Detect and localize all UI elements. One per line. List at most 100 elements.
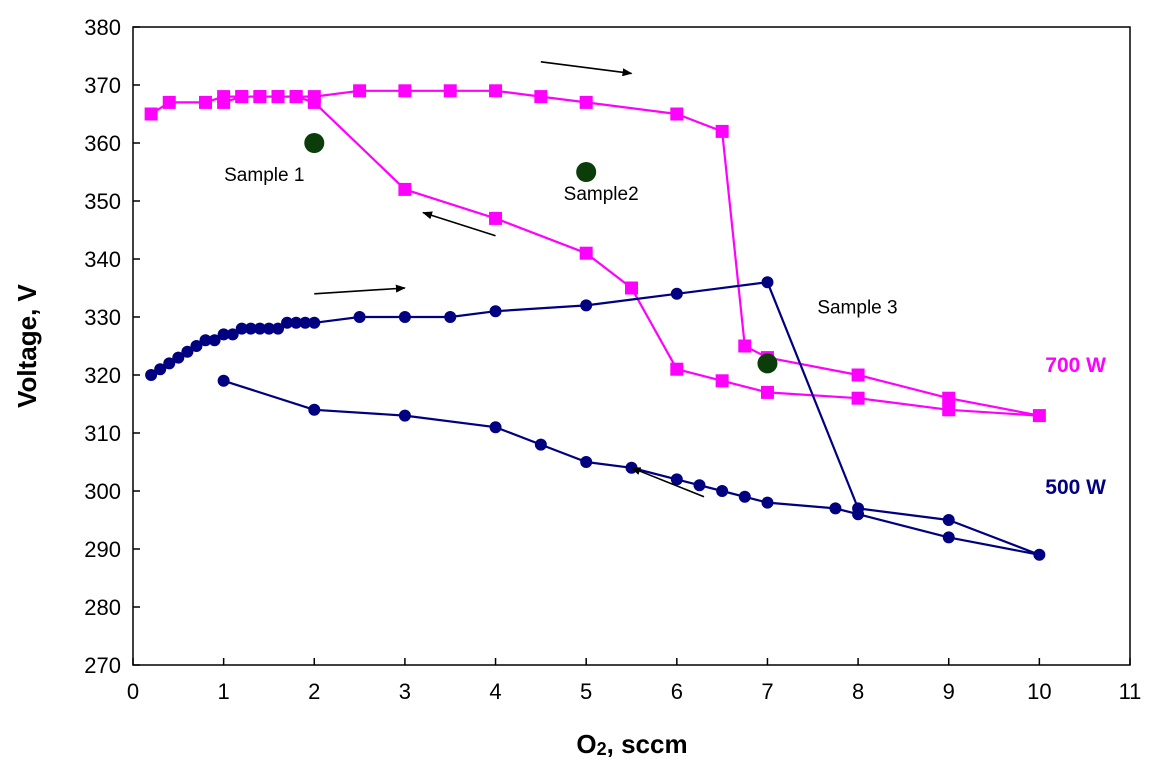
data-point (670, 107, 684, 121)
data-point (199, 95, 213, 109)
data-point (163, 357, 176, 370)
y-tick-label: 340 (84, 247, 121, 272)
data-point (145, 369, 158, 381)
direction-arrow (422, 211, 496, 237)
data-point (253, 90, 267, 104)
data-point (398, 409, 411, 422)
y-axis-title: Voltage, V (12, 283, 42, 407)
data-point (534, 90, 548, 104)
data-point (489, 84, 503, 98)
data-point (262, 322, 275, 335)
data-point (489, 421, 502, 434)
data-point (217, 374, 230, 387)
data-point (444, 311, 457, 323)
data-point (235, 322, 248, 335)
y-tick-label: 350 (84, 189, 121, 214)
x-tick-label: 4 (489, 679, 501, 704)
sample-point (576, 162, 597, 182)
y-tick-label: 290 (84, 537, 121, 562)
data-point (760, 385, 774, 399)
data-point (852, 508, 865, 521)
data-point (1032, 409, 1046, 423)
sample-label: Sample 3 (817, 297, 897, 318)
data-point (172, 351, 185, 364)
y-tick-label: 320 (84, 363, 121, 388)
x-axis-title-rest: , sccm (607, 729, 688, 759)
x-tick-label: 8 (852, 679, 864, 704)
data-point (190, 340, 203, 352)
x-axis-title: O2, sccm (576, 729, 687, 759)
data-point (761, 496, 774, 509)
data-point (308, 403, 321, 416)
sample-point (304, 133, 325, 153)
series-500-w (145, 276, 1046, 561)
x-axis-title-subscript: 2 (597, 739, 607, 759)
data-point (217, 95, 231, 109)
data-point (235, 90, 249, 104)
sample-label: Sample2 (564, 184, 639, 205)
data-point (398, 84, 412, 98)
x-axis-title-main: O (576, 729, 596, 759)
data-point (738, 490, 751, 503)
data-point (579, 246, 593, 260)
y-tick-label: 330 (84, 305, 121, 330)
y-axis: 270 280 290 300 310 320 330 340 350 360 370 380 (84, 15, 140, 678)
x-tick-label: 1 (218, 679, 230, 704)
data-point (534, 438, 547, 451)
data-point (208, 334, 221, 347)
data-point (253, 322, 266, 335)
data-point (181, 345, 194, 358)
data-point (144, 107, 158, 121)
series-layer: 700 W 500 W (144, 84, 1106, 561)
data-point (716, 485, 729, 497)
data-point (1033, 548, 1046, 561)
data-point (398, 311, 411, 323)
data-point (217, 328, 230, 341)
data-point (670, 287, 683, 300)
data-point (942, 514, 955, 526)
y-tick-label: 370 (84, 73, 121, 98)
data-point (715, 374, 729, 388)
data-point (398, 182, 412, 196)
data-point (443, 84, 457, 98)
x-tick-label: 3 (399, 679, 411, 704)
data-point (489, 211, 503, 225)
y-tick-label: 310 (84, 421, 121, 446)
x-tick-label: 2 (308, 679, 320, 704)
direction-arrow (630, 467, 705, 498)
data-point (308, 316, 321, 329)
data-point (489, 305, 502, 318)
data-point (851, 368, 865, 382)
y-tick-label: 270 (84, 653, 121, 678)
data-point (670, 362, 684, 376)
x-tick-label: 11 (1119, 679, 1142, 704)
data-point (162, 95, 176, 109)
sample-markers: Sample 1 Sample2 Sample 3 (224, 133, 898, 374)
data-point (281, 316, 294, 329)
series-label: 500 W (1045, 476, 1106, 499)
data-point (829, 502, 842, 515)
data-point (942, 391, 956, 405)
data-point (154, 363, 167, 376)
x-tick-label: 6 (671, 679, 683, 704)
x-tick-label: 0 (127, 679, 139, 704)
data-point (580, 456, 593, 468)
data-point (299, 316, 312, 329)
sample-label: Sample 1 (224, 165, 304, 186)
x-tick-label: 5 (580, 679, 592, 704)
data-point (290, 316, 303, 329)
y-tick-label: 300 (84, 479, 121, 504)
data-point (353, 311, 366, 323)
y-tick-label: 280 (84, 595, 121, 620)
data-point (715, 124, 729, 138)
data-point (307, 95, 321, 109)
x-tick-label: 7 (761, 679, 773, 704)
series-label: 700 W (1045, 354, 1106, 377)
direction-arrows (314, 61, 705, 498)
data-point (272, 322, 285, 335)
data-point (625, 281, 638, 295)
data-point (244, 322, 257, 335)
data-point (579, 95, 593, 109)
direction-arrow (540, 61, 633, 77)
data-point (693, 479, 706, 492)
